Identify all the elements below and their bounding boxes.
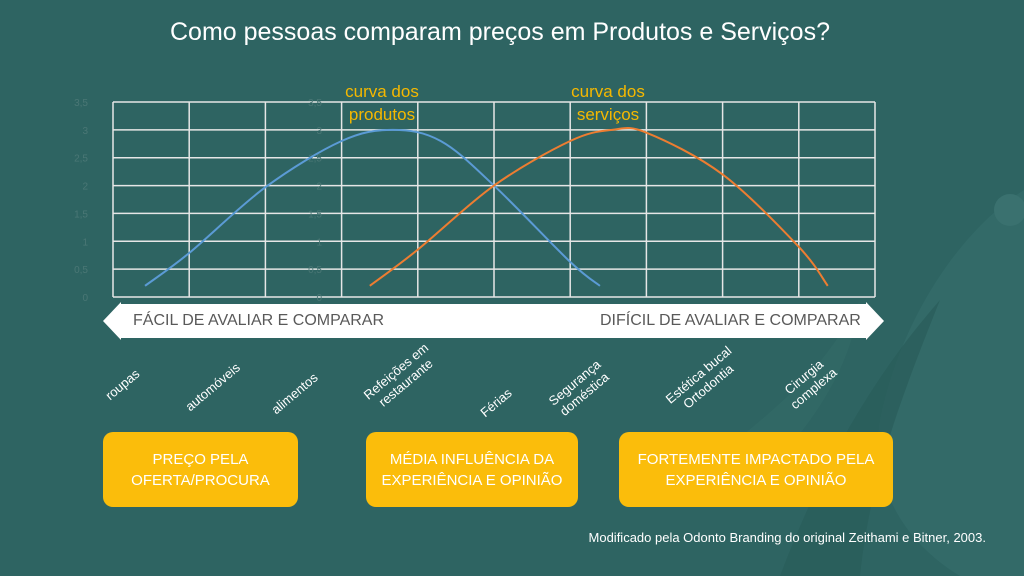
services-curve-label: curva dos serviços xyxy=(548,80,668,126)
services-label-line2: serviços xyxy=(576,105,640,124)
y-tick-label: 2,5 xyxy=(74,154,88,165)
slide-title: Como pessoas comparam preços em Produtos… xyxy=(169,18,830,46)
products-label-line1: curva dos xyxy=(345,82,419,101)
box-medium-influence: MÉDIA INFLUÊNCIA DA EXPERIÊNCIA E OPINIÃO xyxy=(366,432,578,507)
y-tick-label: 2 xyxy=(82,182,88,193)
y-tick-label: 1 xyxy=(82,237,88,248)
box-line: EXPERIÊNCIA E OPINIÃO xyxy=(381,471,563,489)
y-tick-label: 0 xyxy=(316,293,322,304)
y-tick-label: 1,5 xyxy=(308,209,322,220)
y-tick-label: 3 xyxy=(82,126,88,137)
services-curve xyxy=(369,126,829,287)
y-tick-label: 1 xyxy=(316,237,322,248)
y-tick-label: 0,5 xyxy=(74,265,88,276)
y-tick-label: 0,5 xyxy=(308,265,322,276)
y-tick-label: 1,5 xyxy=(74,209,88,220)
products-curve-label: curva dos produtos xyxy=(322,80,442,126)
products-label-line2: produtos xyxy=(348,105,416,124)
services-label-line1: curva dos xyxy=(571,82,645,101)
products-curve xyxy=(144,128,601,287)
source-credit: Modificado pela Odonto Branding do origi… xyxy=(588,530,986,545)
y-tick-label: 2,5 xyxy=(308,154,322,165)
easy-label: FÁCIL DE AVALIAR E COMPARAR xyxy=(133,312,385,329)
y-tick-label: 0 xyxy=(82,293,88,304)
box-line: PREÇO PELA xyxy=(152,450,249,468)
box-supply-demand: PREÇO PELA OFERTA/PROCURA xyxy=(103,432,298,507)
box-line: MÉDIA INFLUÊNCIA DA xyxy=(389,450,555,468)
box-line: FORTEMENTE IMPACTADO PELA xyxy=(637,450,875,468)
y-tick-label: 3,5 xyxy=(308,98,322,109)
box-line: EXPERIÊNCIA E OPINIÃO xyxy=(665,471,847,489)
y-tick-label: 3,5 xyxy=(74,98,88,109)
hard-label: DIFÍCIL DE AVALIAR E COMPARAR xyxy=(600,312,861,329)
y-tick-label: 2 xyxy=(316,182,322,193)
box-line: OFERTA/PROCURA xyxy=(131,471,270,489)
box-strong-impact: FORTEMENTE IMPACTADO PELA EXPERIÊNCIA E O… xyxy=(619,432,893,507)
y-tick-label: 3 xyxy=(316,126,322,137)
